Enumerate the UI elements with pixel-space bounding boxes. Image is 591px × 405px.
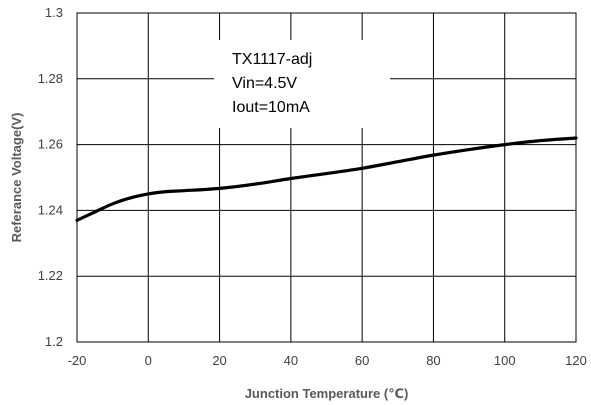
x-tick-label: 0 [145, 353, 152, 368]
y-axis-title: Referance Voltage(V) [9, 113, 24, 243]
x-tick-label: 100 [494, 353, 516, 368]
y-tick-label: 1.22 [38, 268, 63, 283]
x-tick-label: 120 [565, 353, 587, 368]
x-tick-labels: -20 0 20 40 60 80 100 120 [68, 353, 587, 368]
annotation-line: Vin=4.5V [232, 75, 297, 92]
x-tick-label: 20 [212, 353, 226, 368]
series-line [75, 136, 578, 222]
annotation-background [214, 40, 390, 128]
y-tick-label: 1.26 [38, 137, 63, 152]
annotation-box: TX1117-adj Vin=4.5V Iout=10mA [214, 40, 390, 128]
y-tick-labels: 1.2 1.22 1.24 1.26 1.28 1.3 [38, 5, 63, 349]
x-tick-label: 40 [284, 353, 298, 368]
plot-border [76, 12, 577, 343]
x-tick-label: 80 [426, 353, 440, 368]
plot-frame [76, 12, 577, 343]
x-axis-title: Junction Temperature (℃) [245, 386, 409, 401]
x-tick-label: 60 [355, 353, 369, 368]
x-tick-label: -20 [68, 353, 87, 368]
y-tick-label: 1.24 [38, 202, 63, 217]
annotation-line: TX1117-adj [232, 51, 312, 68]
y-tick-label: 1.2 [45, 334, 63, 349]
annotation-line: Iout=10mA [232, 99, 310, 116]
series-layer [75, 136, 578, 222]
y-tick-label: 1.28 [38, 71, 63, 86]
y-tick-label: 1.3 [45, 5, 63, 20]
